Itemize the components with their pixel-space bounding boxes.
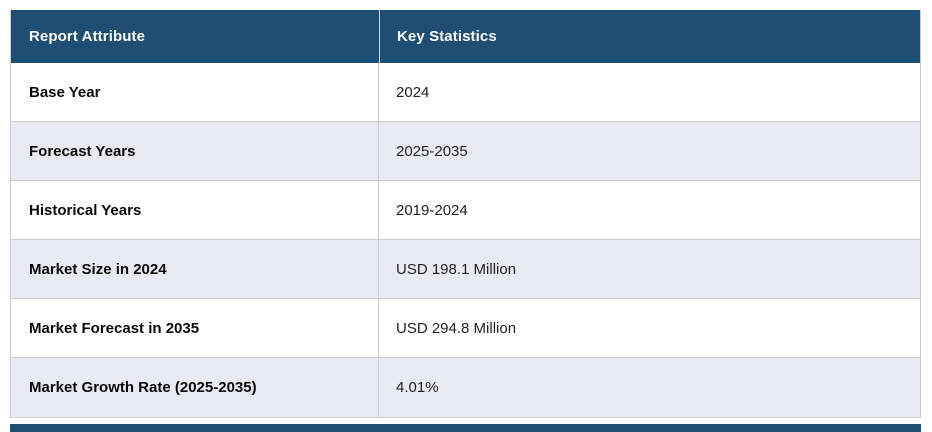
value-cell: 2019-2024 (396, 201, 468, 219)
table-row-market-growth-rate: Market Growth Rate (2025-2035) 4.01% (11, 358, 920, 417)
attribute-cell: Market Forecast in 2035 (11, 299, 379, 357)
value-cell: USD 294.8 Million (396, 319, 517, 337)
report-statistics-table: Report Attribute Key Statistics Base Yea… (10, 10, 921, 418)
table-row-historical-years: Historical Years 2019-2024 (11, 181, 920, 240)
table-header-row: Report Attribute Key Statistics (11, 10, 920, 63)
attribute-cell: Forecast Years (11, 122, 379, 180)
value-cell: USD 198.1 Million (396, 260, 517, 278)
next-table-header-strip (10, 424, 921, 432)
table-row-forecast-years: Forecast Years 2025-2035 (11, 122, 920, 181)
value-cell: 4.01% (396, 379, 439, 396)
attribute-cell: Historical Years (11, 181, 379, 239)
table-row-market-forecast: Market Forecast in 2035 USD 294.8 Millio… (11, 299, 920, 358)
attribute-cell: Market Growth Rate (2025-2035) (11, 358, 379, 417)
table-row-base-year: Base Year 2024 (11, 63, 920, 122)
value-cell: 2024 (396, 83, 430, 101)
header-cell-key-statistics: Key Statistics (379, 10, 920, 63)
attribute-cell: Base Year (11, 63, 379, 121)
table-row-market-size: Market Size in 2024 USD 198.1 Million (11, 240, 920, 299)
attribute-cell: Market Size in 2024 (11, 240, 379, 298)
header-cell-report-attribute: Report Attribute (29, 28, 146, 45)
value-cell: 2025-2035 (396, 142, 468, 160)
